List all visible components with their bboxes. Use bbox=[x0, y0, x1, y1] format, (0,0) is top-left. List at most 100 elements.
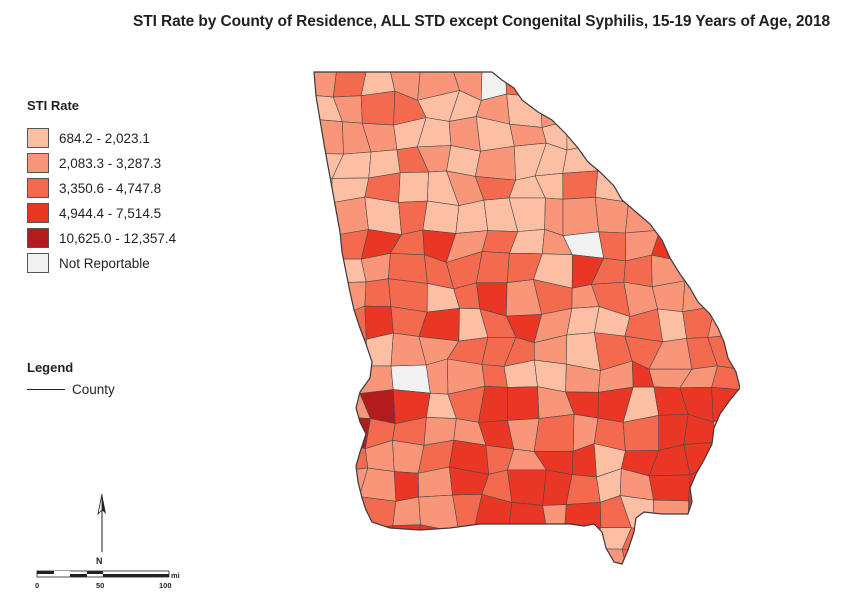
county-polygon bbox=[418, 550, 460, 564]
county-polygon bbox=[596, 72, 625, 96]
county-polygon bbox=[360, 90, 396, 126]
county-polygon bbox=[708, 118, 740, 155]
county-polygon bbox=[565, 90, 606, 122]
county-polygon bbox=[657, 308, 687, 343]
county-polygon bbox=[648, 474, 691, 502]
county-polygon bbox=[686, 72, 713, 94]
county-polygon bbox=[314, 470, 345, 498]
county-polygon bbox=[533, 413, 575, 452]
county-polygon bbox=[314, 256, 345, 285]
legend-swatch bbox=[27, 253, 49, 273]
county-polygon bbox=[652, 530, 689, 553]
legend-swatch bbox=[27, 153, 49, 173]
county-polygon bbox=[679, 171, 714, 204]
county-polygon bbox=[364, 196, 402, 235]
county-polygons bbox=[314, 72, 740, 564]
scale-bar: mi 0 50 100 bbox=[35, 570, 180, 590]
county-polygon bbox=[594, 197, 629, 234]
county-polygon bbox=[393, 552, 420, 564]
county-polygon bbox=[332, 493, 364, 531]
county-polygon bbox=[683, 251, 717, 290]
county-polygon bbox=[314, 523, 342, 561]
county-polygon bbox=[624, 172, 655, 204]
county-polygon bbox=[622, 72, 661, 96]
county-polygon bbox=[314, 309, 344, 343]
map-title: STI Rate by County of Residence, ALL STD… bbox=[132, 13, 830, 30]
legend-swatch bbox=[27, 203, 49, 223]
county-polygon bbox=[597, 94, 633, 122]
county-polygon bbox=[683, 198, 718, 236]
county-polygon bbox=[594, 170, 629, 203]
county-polygon bbox=[476, 251, 510, 284]
legend-item: Not Reportable bbox=[27, 252, 176, 274]
georgia-county-map bbox=[313, 71, 740, 565]
county-polygon bbox=[542, 504, 567, 531]
boundary-legend-item: County bbox=[27, 382, 115, 397]
legend-item: 4,944.4 - 7,514.5 bbox=[27, 202, 176, 224]
county-polygon bbox=[652, 144, 685, 180]
county-polygon bbox=[507, 469, 547, 506]
county-polygon bbox=[360, 525, 395, 554]
county-polygon bbox=[332, 528, 364, 561]
county-polygon bbox=[624, 148, 662, 180]
county-polygon bbox=[314, 118, 344, 155]
legend-label: Not Reportable bbox=[59, 255, 150, 271]
county-polygon bbox=[481, 364, 508, 388]
scale-tick: 0 bbox=[35, 581, 39, 590]
county-polygon bbox=[334, 361, 367, 394]
county-polygon bbox=[449, 524, 478, 552]
county-polygon bbox=[359, 365, 394, 394]
county-polygon bbox=[712, 198, 740, 229]
county-polygon bbox=[688, 500, 719, 532]
legend-label: 684.2 - 2,023.1 bbox=[59, 130, 150, 146]
county-polygon bbox=[715, 527, 740, 560]
legend-label: 2,083.3 - 3,287.3 bbox=[59, 155, 162, 171]
county-polygon bbox=[388, 253, 428, 284]
county-polygon bbox=[656, 548, 686, 564]
county-polygon bbox=[654, 118, 685, 151]
legend-item: 10,625.0 - 12,357.4 bbox=[27, 227, 176, 249]
county-polygon bbox=[422, 200, 460, 234]
county-polygon bbox=[562, 548, 594, 564]
north-label: N bbox=[96, 556, 103, 566]
county-polygon bbox=[708, 89, 740, 126]
county-polygon bbox=[358, 496, 397, 531]
county-polygon bbox=[653, 203, 692, 235]
scale-tick: 50 bbox=[96, 581, 104, 590]
county-polygon bbox=[562, 197, 600, 237]
boundary-legend-heading: Legend bbox=[27, 360, 74, 375]
county-line-symbol bbox=[27, 389, 65, 390]
county-polygon bbox=[360, 552, 398, 564]
north-arrow-icon: N bbox=[96, 493, 106, 566]
county-polygon bbox=[707, 306, 740, 338]
county-polygon bbox=[539, 551, 564, 564]
county-polygon bbox=[509, 123, 547, 147]
county-polygon bbox=[476, 549, 508, 564]
legend-item: 684.2 - 2,023.1 bbox=[27, 127, 176, 149]
county-polygon bbox=[563, 524, 602, 557]
county-polygon bbox=[565, 474, 601, 505]
county-polygon bbox=[474, 524, 509, 552]
legend-item: 2,083.3 - 3,287.3 bbox=[27, 152, 176, 174]
county-polygon bbox=[314, 169, 333, 204]
county-polygon bbox=[621, 548, 659, 564]
state-outline bbox=[313, 71, 740, 565]
county-polygon bbox=[706, 441, 740, 470]
county-polygon bbox=[566, 120, 599, 151]
county-polygon bbox=[706, 170, 740, 209]
county-polygon bbox=[622, 90, 656, 122]
county-polygon bbox=[508, 502, 548, 532]
county-polygon bbox=[314, 201, 338, 236]
county-polygon bbox=[679, 144, 719, 178]
county-polygon bbox=[714, 224, 740, 254]
county-polygon bbox=[474, 145, 516, 181]
county-polygon bbox=[680, 89, 713, 126]
county-polygon bbox=[314, 337, 341, 366]
county-polygon bbox=[364, 278, 392, 307]
county-polygon bbox=[449, 549, 483, 564]
county-polygon bbox=[425, 358, 449, 395]
county-polygon bbox=[335, 553, 367, 564]
rate-legend: 684.2 - 2,023.1 2,083.3 - 3,287.3 3,350.… bbox=[27, 127, 176, 277]
county-polygon bbox=[706, 145, 740, 178]
county-polygon bbox=[714, 288, 740, 311]
